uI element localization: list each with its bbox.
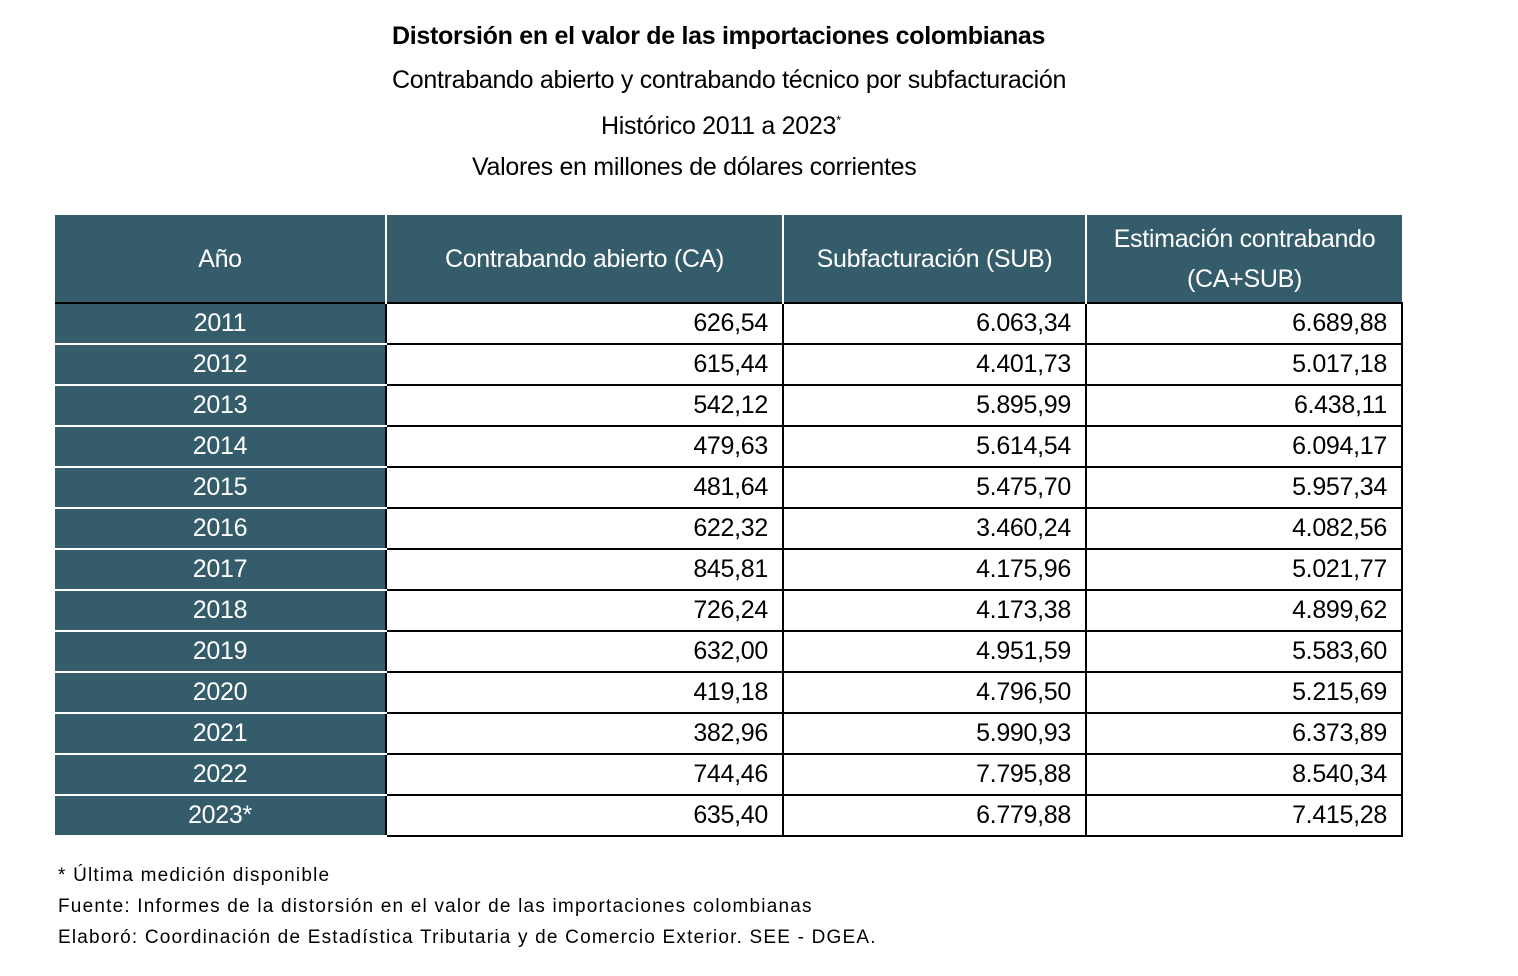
table-row: 2022 744,46 7.795,88 8.540,34 <box>55 753 1403 796</box>
document-subtitle: Contrabando abierto y contrabando técnic… <box>392 66 1067 94</box>
sub-cell: 5.614,54 <box>782 425 1087 468</box>
estimate-cell: 4.082,56 <box>1085 507 1403 550</box>
table-header-row: Año Contrabando abierto (CA) Subfacturac… <box>55 215 1402 303</box>
ca-cell: 632,00 <box>385 630 784 673</box>
sub-cell: 5.990,93 <box>782 712 1087 755</box>
sub-cell: 4.951,59 <box>782 630 1087 673</box>
ca-cell: 622,32 <box>385 507 784 550</box>
column-header-estimate: Estimación contrabando (CA+SUB) <box>1085 215 1402 303</box>
ca-cell: 635,40 <box>385 794 784 837</box>
estimate-cell: 5.957,34 <box>1085 466 1403 509</box>
sub-cell: 6.779,88 <box>782 794 1087 837</box>
year-cell: 2023* <box>55 795 386 837</box>
table-row: 2011 626,54 6.063,34 6.689,88 <box>55 302 1403 345</box>
table-row: 2012 615,44 4.401,73 5.017,18 <box>55 343 1403 386</box>
sub-cell: 5.895,99 <box>782 384 1087 427</box>
units-label: Valores en millones de dólares corriente… <box>472 153 917 181</box>
sub-cell: 4.173,38 <box>782 589 1087 632</box>
sub-cell: 5.475,70 <box>782 466 1087 509</box>
table-row: 2016 622,32 3.460,24 4.082,56 <box>55 507 1403 550</box>
footnote-author: Elaboró: Coordinación de Estadística Tri… <box>58 927 877 948</box>
table-row: 2015 481,64 5.475,70 5.957,34 <box>55 466 1403 509</box>
sub-cell: 6.063,34 <box>782 302 1087 345</box>
estimate-cell: 6.373,89 <box>1085 712 1403 755</box>
estimate-cell: 7.415,28 <box>1085 794 1403 837</box>
year-cell: 2017 <box>55 549 386 591</box>
footnote-last-measure: * Última medición disponible <box>58 865 331 886</box>
table-row: 2020 419,18 4.796,50 5.215,69 <box>55 671 1403 714</box>
estimate-cell: 5.017,18 <box>1085 343 1403 386</box>
estimate-cell: 5.215,69 <box>1085 671 1403 714</box>
ca-cell: 481,64 <box>385 466 784 509</box>
sub-cell: 4.175,96 <box>782 548 1087 591</box>
imports-table: Año Contrabando abierto (CA) Subfacturac… <box>55 215 1403 837</box>
year-cell: 2018 <box>55 590 386 632</box>
period-footnote-mark: * <box>836 112 841 128</box>
table-row: 2021 382,96 5.990,93 6.373,89 <box>55 712 1403 755</box>
ca-cell: 626,54 <box>385 302 784 345</box>
table-row: 2014 479,63 5.614,54 6.094,17 <box>55 425 1403 468</box>
sub-cell: 7.795,88 <box>782 753 1087 796</box>
column-header-ca: Contrabando abierto (CA) <box>385 215 783 303</box>
ca-cell: 615,44 <box>385 343 784 386</box>
sub-cell: 4.796,50 <box>782 671 1087 714</box>
year-cell: 2022 <box>55 754 386 796</box>
column-header-sub: Subfacturación (SUB) <box>782 215 1086 303</box>
period-label: Histórico 2011 a 2023* <box>601 112 841 141</box>
estimate-cell: 5.583,60 <box>1085 630 1403 673</box>
year-cell: 2015 <box>55 467 386 509</box>
ca-cell: 419,18 <box>385 671 784 714</box>
ca-cell: 845,81 <box>385 548 784 591</box>
estimate-cell: 6.689,88 <box>1085 302 1403 345</box>
year-cell: 2016 <box>55 508 386 550</box>
ca-cell: 542,12 <box>385 384 784 427</box>
estimate-cell: 5.021,77 <box>1085 548 1403 591</box>
footnotes: * Última medición disponible Fuente: Inf… <box>58 860 877 953</box>
year-cell: 2021 <box>55 713 386 755</box>
estimate-cell: 8.540,34 <box>1085 753 1403 796</box>
year-cell: 2020 <box>55 672 386 714</box>
year-cell: 2013 <box>55 385 386 427</box>
table-row: 2019 632,00 4.951,59 5.583,60 <box>55 630 1403 673</box>
year-cell: 2019 <box>55 631 386 673</box>
estimate-cell: 4.899,62 <box>1085 589 1403 632</box>
ca-cell: 479,63 <box>385 425 784 468</box>
ca-cell: 382,96 <box>385 712 784 755</box>
column-header-year: Año <box>55 215 386 303</box>
estimate-cell: 6.094,17 <box>1085 425 1403 468</box>
footnote-source: Fuente: Informes de la distorsión en el … <box>58 896 813 917</box>
period-text: Histórico 2011 a 2023 <box>601 112 837 140</box>
estimate-cell: 6.438,11 <box>1085 384 1403 427</box>
table-row: 2017 845,81 4.175,96 5.021,77 <box>55 548 1403 591</box>
ca-cell: 744,46 <box>385 753 784 796</box>
ca-cell: 726,24 <box>385 589 784 632</box>
year-cell: 2012 <box>55 344 386 386</box>
year-cell: 2014 <box>55 426 386 468</box>
table-row: 2023* 635,40 6.779,88 7.415,28 <box>55 794 1403 837</box>
document-title: Distorsión en el valor de las importacio… <box>392 22 1046 50</box>
sub-cell: 4.401,73 <box>782 343 1087 386</box>
year-cell: 2011 <box>55 302 386 345</box>
table-row: 2013 542,12 5.895,99 6.438,11 <box>55 384 1403 427</box>
sub-cell: 3.460,24 <box>782 507 1087 550</box>
table-row: 2018 726,24 4.173,38 4.899,62 <box>55 589 1403 632</box>
